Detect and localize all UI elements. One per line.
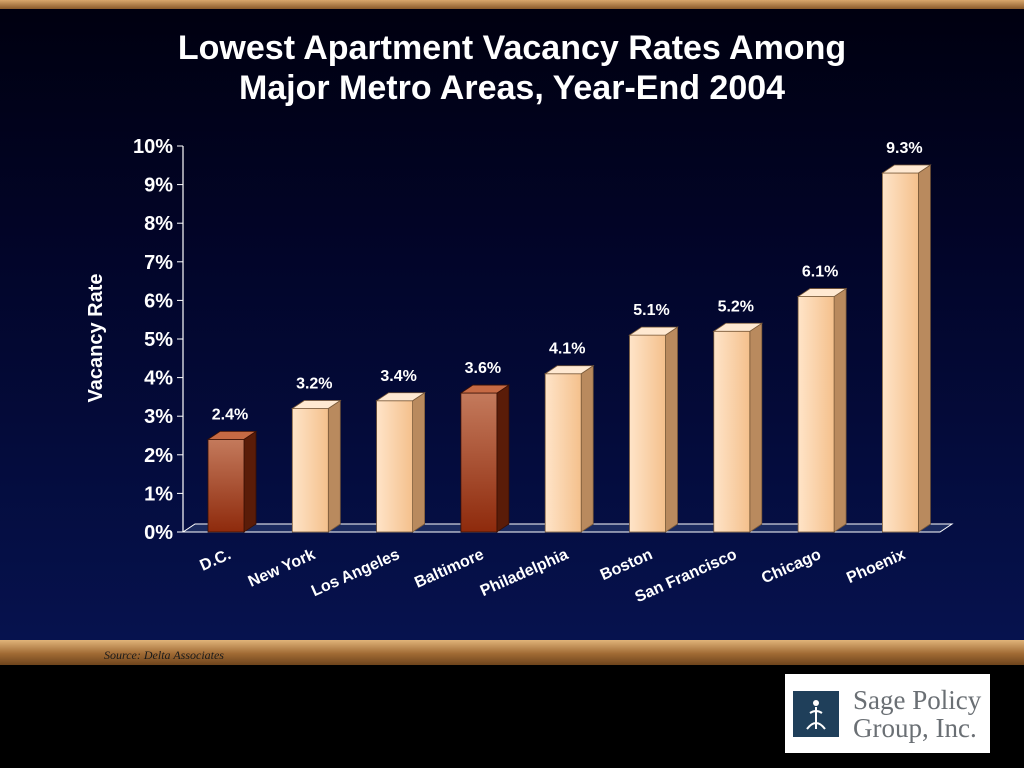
bar-side <box>496 384 510 533</box>
bar <box>207 438 245 533</box>
y-tick-label: 5% <box>144 329 173 351</box>
bar-top <box>375 392 426 402</box>
logo-line-2: Group, Inc. <box>853 712 977 743</box>
category-label: Chicago <box>759 546 824 587</box>
y-tick-label: 1% <box>144 483 173 505</box>
bar-side <box>243 430 257 533</box>
y-tick-label: 3% <box>144 406 173 428</box>
slide-background <box>0 9 1024 640</box>
top-rule <box>0 0 1024 9</box>
bar-top <box>206 430 258 440</box>
bar-top <box>881 164 932 174</box>
y-tick-label: 0% <box>144 522 173 544</box>
category-label: Los Angeles <box>309 546 402 600</box>
category-label: Baltimore <box>412 546 486 592</box>
data-label: 6.1% <box>802 264 838 281</box>
data-label: 3.2% <box>296 375 332 392</box>
bar-chart: 0% 1% 2% 3% 4% 5% 6% 7% 8% 9% 10% Vacancy Rate 2.4% D… <box>85 136 954 606</box>
data-label: 3.6% <box>465 360 501 377</box>
bar-top <box>712 322 764 332</box>
chart-title-line-2: Major Metro Areas, Year-End 2004 <box>238 69 786 107</box>
bar-top <box>290 400 342 409</box>
category-label: D.C. <box>197 546 233 575</box>
y-axis-title: Vacancy Rate <box>85 274 107 403</box>
logo-figure-icon <box>793 690 839 737</box>
bar-top <box>543 365 595 375</box>
bar <box>629 334 666 533</box>
sage-policy-logo: Sage Policy Group, Inc. <box>785 674 990 753</box>
y-tick-label: 6% <box>144 290 173 312</box>
data-label: 5.1% <box>633 302 669 319</box>
bar-side <box>412 392 426 533</box>
bar-top <box>628 326 679 336</box>
category-label: New York <box>246 546 318 591</box>
y-tick-label: 7% <box>144 252 173 274</box>
bar <box>882 172 919 533</box>
category-label: Phoenix <box>844 546 908 587</box>
bar <box>291 408 329 533</box>
bar-side <box>749 322 763 533</box>
y-tick-label: 10% <box>133 136 173 158</box>
data-label: 9.3% <box>886 140 922 157</box>
y-tick-label: 9% <box>144 175 173 197</box>
chart-title-line-1: Lowest Apartment Vacancy Rates Among <box>177 29 847 67</box>
chart-title: Lowest Apartment Vacancy Rates Among Maj… <box>0 28 1024 108</box>
category-label: Philadelphia <box>478 546 571 600</box>
bar <box>376 400 414 533</box>
y-tick-label: 4% <box>144 368 173 390</box>
bar-side <box>580 364 594 533</box>
bar <box>713 330 751 533</box>
bar <box>797 296 835 533</box>
bar-side <box>327 399 341 533</box>
bar-side <box>918 164 931 533</box>
category-label: Boston <box>598 546 655 584</box>
bottom-rule <box>0 640 1024 665</box>
y-tick-label: 2% <box>144 445 173 467</box>
bar <box>460 392 498 533</box>
y-tick-label: 8% <box>144 213 173 235</box>
bar-side <box>833 287 847 533</box>
logo-line-1: Sage Policy <box>853 684 982 715</box>
bar-top <box>459 384 511 394</box>
bar-side <box>665 326 678 533</box>
data-label: 2.4% <box>212 406 248 423</box>
bar <box>544 373 582 533</box>
data-label: 3.4% <box>380 368 416 385</box>
data-label: 5.2% <box>718 298 754 315</box>
source-note: Source: Delta Associates <box>104 648 224 662</box>
data-label: 4.1% <box>549 341 585 358</box>
bar-top <box>796 288 848 297</box>
